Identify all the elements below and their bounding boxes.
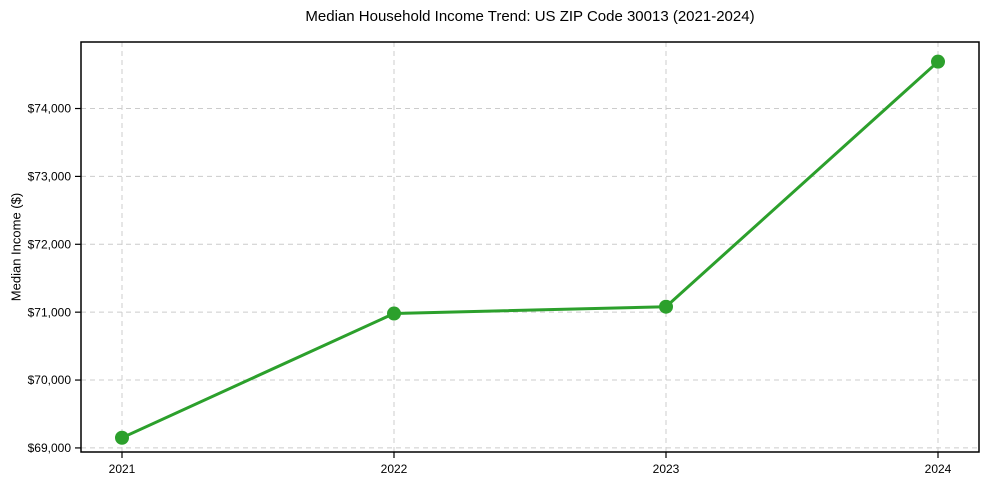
y-tick-label: $72,000	[28, 237, 72, 251]
data-point	[931, 54, 945, 69]
plot-border	[80, 41, 980, 453]
y-tick-label: $71,000	[28, 305, 72, 319]
x-tick-label: 2024	[925, 462, 952, 476]
y-tick-label: $70,000	[28, 373, 72, 387]
x-tick-label: 2022	[381, 462, 408, 476]
data-point	[387, 306, 401, 321]
data-point	[659, 299, 673, 314]
x-tick-label: 2021	[109, 462, 136, 476]
chart-title: Median Household Income Trend: US ZIP Co…	[305, 8, 755, 25]
data-point	[115, 430, 129, 445]
y-tick-label: $74,000	[28, 102, 72, 116]
y-tick-label: $73,000	[28, 170, 72, 184]
y-tick-label: $69,000	[28, 441, 72, 455]
x-tick-label: 2023	[653, 462, 680, 476]
data-line	[120, 60, 940, 440]
